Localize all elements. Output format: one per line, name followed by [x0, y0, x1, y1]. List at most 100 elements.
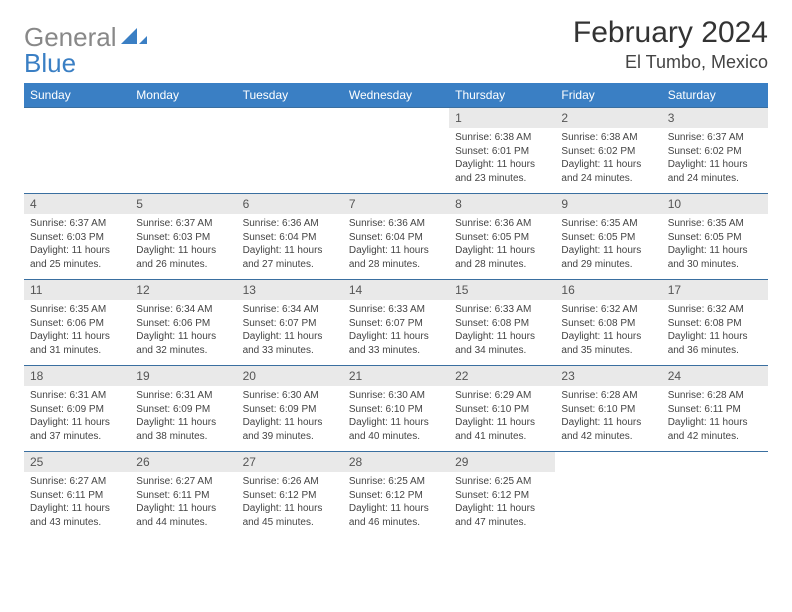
day-cell: Sunrise: 6:38 AMSunset: 6:01 PMDaylight:… — [449, 128, 555, 194]
day-d1: Daylight: 11 hours — [136, 502, 230, 516]
day-number: 15 — [449, 280, 555, 301]
day-cell — [130, 128, 236, 194]
day-number: 14 — [343, 280, 449, 301]
day-d2: and 29 minutes. — [561, 258, 655, 272]
day-d1: Daylight: 11 hours — [668, 244, 762, 258]
day-d2: and 42 minutes. — [668, 430, 762, 444]
day-d1: Daylight: 11 hours — [561, 416, 655, 430]
day-sunset: Sunset: 6:10 PM — [561, 403, 655, 417]
day-d1: Daylight: 11 hours — [30, 416, 124, 430]
day-number: 22 — [449, 366, 555, 387]
day-d2: and 44 minutes. — [136, 516, 230, 530]
day-number: 2 — [555, 108, 661, 129]
day-number: 17 — [662, 280, 768, 301]
location-label: El Tumbo, Mexico — [573, 52, 768, 73]
week-2-content-row: Sunrise: 6:35 AMSunset: 6:06 PMDaylight:… — [24, 300, 768, 366]
day-sunset: Sunset: 6:06 PM — [136, 317, 230, 331]
day-sunrise: Sunrise: 6:33 AM — [455, 303, 549, 317]
day-sunrise: Sunrise: 6:38 AM — [561, 131, 655, 145]
day-sunset: Sunset: 6:09 PM — [30, 403, 124, 417]
calendar-table: Sunday Monday Tuesday Wednesday Thursday… — [24, 83, 768, 537]
day-d1: Daylight: 11 hours — [136, 416, 230, 430]
day-number: 6 — [237, 194, 343, 215]
day-d1: Daylight: 11 hours — [455, 502, 549, 516]
day-number: 3 — [662, 108, 768, 129]
day-cell: Sunrise: 6:35 AMSunset: 6:05 PMDaylight:… — [662, 214, 768, 280]
day-cell: Sunrise: 6:28 AMSunset: 6:11 PMDaylight:… — [662, 386, 768, 452]
day-d2: and 39 minutes. — [243, 430, 337, 444]
day-cell: Sunrise: 6:25 AMSunset: 6:12 PMDaylight:… — [449, 472, 555, 537]
day-cell: Sunrise: 6:36 AMSunset: 6:04 PMDaylight:… — [237, 214, 343, 280]
day-cell: Sunrise: 6:29 AMSunset: 6:10 PMDaylight:… — [449, 386, 555, 452]
weekday-wednesday: Wednesday — [343, 83, 449, 108]
day-d2: and 28 minutes. — [455, 258, 549, 272]
day-sunset: Sunset: 6:09 PM — [243, 403, 337, 417]
day-d1: Daylight: 11 hours — [349, 416, 443, 430]
day-d2: and 26 minutes. — [136, 258, 230, 272]
day-sunset: Sunset: 6:11 PM — [136, 489, 230, 503]
day-cell: Sunrise: 6:38 AMSunset: 6:02 PMDaylight:… — [555, 128, 661, 194]
day-d1: Daylight: 11 hours — [455, 158, 549, 172]
day-d1: Daylight: 11 hours — [668, 158, 762, 172]
day-number: 12 — [130, 280, 236, 301]
day-number: 29 — [449, 452, 555, 473]
day-cell: Sunrise: 6:27 AMSunset: 6:11 PMDaylight:… — [130, 472, 236, 537]
day-cell — [555, 472, 661, 537]
day-cell: Sunrise: 6:25 AMSunset: 6:12 PMDaylight:… — [343, 472, 449, 537]
day-d1: Daylight: 11 hours — [243, 244, 337, 258]
day-number: 25 — [24, 452, 130, 473]
day-d2: and 43 minutes. — [30, 516, 124, 530]
day-sunrise: Sunrise: 6:36 AM — [455, 217, 549, 231]
day-sunrise: Sunrise: 6:33 AM — [349, 303, 443, 317]
day-number: 8 — [449, 194, 555, 215]
page-header: General February 2024 El Tumbo, Mexico — [24, 16, 768, 73]
day-sunset: Sunset: 6:08 PM — [561, 317, 655, 331]
day-number: 26 — [130, 452, 236, 473]
day-sunrise: Sunrise: 6:31 AM — [30, 389, 124, 403]
day-d2: and 40 minutes. — [349, 430, 443, 444]
day-d1: Daylight: 11 hours — [243, 416, 337, 430]
day-cell: Sunrise: 6:31 AMSunset: 6:09 PMDaylight:… — [24, 386, 130, 452]
day-d2: and 25 minutes. — [30, 258, 124, 272]
day-number — [555, 452, 661, 473]
day-cell: Sunrise: 6:36 AMSunset: 6:04 PMDaylight:… — [343, 214, 449, 280]
day-d1: Daylight: 11 hours — [30, 502, 124, 516]
day-number — [343, 108, 449, 129]
day-sunset: Sunset: 6:08 PM — [455, 317, 549, 331]
day-number — [130, 108, 236, 129]
day-number: 28 — [343, 452, 449, 473]
day-d1: Daylight: 11 hours — [668, 416, 762, 430]
day-sunset: Sunset: 6:05 PM — [561, 231, 655, 245]
day-sunset: Sunset: 6:09 PM — [136, 403, 230, 417]
day-sunrise: Sunrise: 6:26 AM — [243, 475, 337, 489]
week-3-content-row: Sunrise: 6:31 AMSunset: 6:09 PMDaylight:… — [24, 386, 768, 452]
day-d2: and 24 minutes. — [561, 172, 655, 186]
day-d1: Daylight: 11 hours — [455, 416, 549, 430]
day-d1: Daylight: 11 hours — [668, 330, 762, 344]
day-sunset: Sunset: 6:12 PM — [349, 489, 443, 503]
day-d2: and 32 minutes. — [136, 344, 230, 358]
day-number: 11 — [24, 280, 130, 301]
day-cell: Sunrise: 6:37 AMSunset: 6:03 PMDaylight:… — [24, 214, 130, 280]
week-3-number-row: 18192021222324 — [24, 366, 768, 387]
day-cell: Sunrise: 6:28 AMSunset: 6:10 PMDaylight:… — [555, 386, 661, 452]
day-sunset: Sunset: 6:03 PM — [30, 231, 124, 245]
day-number: 10 — [662, 194, 768, 215]
day-sunset: Sunset: 6:05 PM — [455, 231, 549, 245]
day-cell: Sunrise: 6:37 AMSunset: 6:03 PMDaylight:… — [130, 214, 236, 280]
day-cell: Sunrise: 6:34 AMSunset: 6:07 PMDaylight:… — [237, 300, 343, 366]
day-number: 9 — [555, 194, 661, 215]
day-cell — [237, 128, 343, 194]
day-d1: Daylight: 11 hours — [349, 502, 443, 516]
day-number: 27 — [237, 452, 343, 473]
day-sunrise: Sunrise: 6:37 AM — [136, 217, 230, 231]
day-sunrise: Sunrise: 6:25 AM — [455, 475, 549, 489]
day-cell — [662, 472, 768, 537]
week-4-content-row: Sunrise: 6:27 AMSunset: 6:11 PMDaylight:… — [24, 472, 768, 537]
day-number: 23 — [555, 366, 661, 387]
day-d2: and 36 minutes. — [668, 344, 762, 358]
day-d2: and 30 minutes. — [668, 258, 762, 272]
day-sunset: Sunset: 6:01 PM — [455, 145, 549, 159]
day-sunset: Sunset: 6:10 PM — [455, 403, 549, 417]
week-1-number-row: 45678910 — [24, 194, 768, 215]
